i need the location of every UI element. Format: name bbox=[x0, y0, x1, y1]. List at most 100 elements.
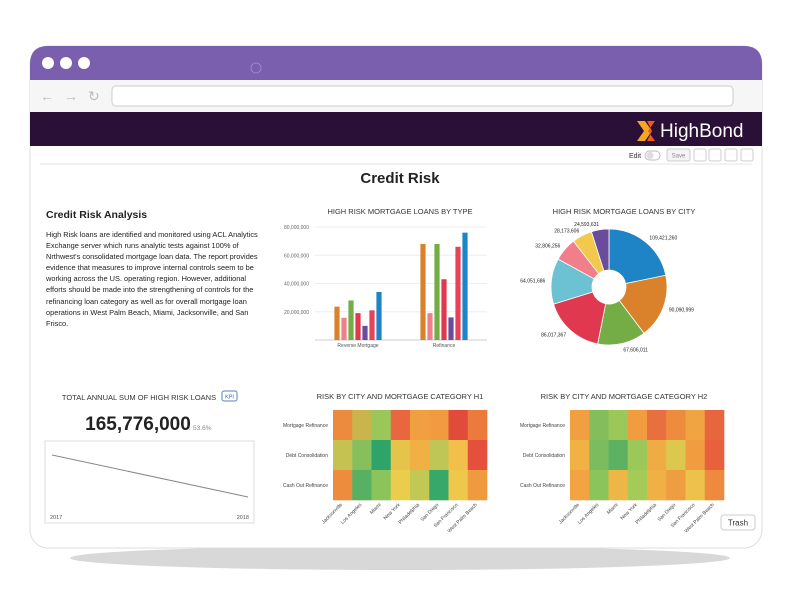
heat-cell bbox=[570, 410, 590, 441]
heat-cell bbox=[352, 470, 372, 501]
heat-cell bbox=[647, 440, 667, 471]
heat-cell bbox=[448, 470, 469, 501]
heat-cell bbox=[685, 410, 706, 441]
heat-cell bbox=[429, 410, 449, 441]
logo-mark bbox=[647, 121, 655, 141]
window-dot[interactable] bbox=[42, 57, 54, 69]
bar bbox=[362, 325, 368, 340]
save-button[interactable] bbox=[666, 148, 691, 162]
heat-cell bbox=[333, 410, 353, 441]
heat-cell bbox=[410, 470, 430, 501]
heat-cell bbox=[371, 410, 392, 441]
bar bbox=[420, 243, 426, 340]
window-dot[interactable] bbox=[78, 57, 90, 69]
back-button[interactable]: ← bbox=[40, 88, 54, 104]
heat-cell bbox=[467, 440, 488, 471]
shadow bbox=[70, 546, 730, 570]
analysis-body: High Risk loans are identified and monit… bbox=[46, 230, 258, 328]
edit-label: Edit bbox=[629, 153, 641, 160]
logo-mark bbox=[637, 121, 652, 141]
bar bbox=[348, 300, 354, 340]
heat-cell bbox=[704, 410, 725, 441]
bar bbox=[341, 317, 347, 340]
heat-cell bbox=[685, 470, 706, 501]
bar bbox=[434, 243, 440, 340]
kpi-badge bbox=[221, 390, 238, 402]
heat-cell bbox=[352, 410, 372, 441]
y-tick-label: Mortgage Refinance bbox=[283, 423, 328, 429]
filter-button[interactable] bbox=[740, 148, 754, 162]
heat-cell bbox=[666, 410, 686, 441]
bar bbox=[448, 317, 454, 340]
kpi-x-label: 2017 bbox=[50, 515, 62, 521]
bar bbox=[334, 306, 340, 340]
heat-cell bbox=[570, 440, 590, 471]
kpi-x-label: 2018 bbox=[237, 515, 249, 521]
bar bbox=[427, 313, 433, 340]
bar bbox=[455, 246, 461, 340]
heat-cell bbox=[647, 410, 667, 441]
logo[interactable]: HighBond bbox=[660, 121, 743, 142]
heat-cell bbox=[371, 470, 392, 501]
slice-label: 86,017,367 bbox=[541, 333, 566, 339]
forward-button[interactable]: → bbox=[64, 88, 78, 104]
y-tick-label: Debt Consolidation bbox=[523, 453, 565, 459]
heat-cell bbox=[352, 440, 372, 471]
kpi-value: 165,776,000 bbox=[85, 414, 191, 435]
heat-cell bbox=[390, 410, 411, 441]
window-dot[interactable] bbox=[60, 57, 72, 69]
heat-cell bbox=[647, 470, 667, 501]
chart-title: RISK BY CITY AND MORTGAGE CATEGORY H2 bbox=[541, 392, 708, 401]
kpi-badge-label: KPI bbox=[225, 395, 234, 401]
kpi-trend-line bbox=[51, 454, 249, 498]
bar bbox=[462, 232, 468, 340]
trash-button[interactable] bbox=[720, 514, 756, 531]
slice-label: 67,606,011 bbox=[623, 347, 648, 353]
heat-cell bbox=[627, 410, 648, 441]
heat-cell bbox=[333, 440, 353, 471]
heat-cell bbox=[627, 470, 648, 501]
heat-cell bbox=[448, 410, 469, 441]
pie-slice bbox=[590, 228, 610, 272]
reload-button[interactable]: ↻ bbox=[88, 88, 100, 104]
heat-cell bbox=[704, 470, 725, 501]
x-tick-label: Refinance bbox=[433, 343, 456, 349]
share-button[interactable] bbox=[724, 148, 738, 162]
slice-label: 24,593,631 bbox=[574, 222, 599, 228]
y-tick-label: 80,000,000 bbox=[284, 225, 309, 231]
heat-cell bbox=[666, 440, 686, 471]
slice-label: 90,090,999 bbox=[669, 308, 694, 314]
kpi-chart bbox=[44, 440, 255, 524]
bar bbox=[355, 313, 361, 340]
slice-label: 109,421,260 bbox=[649, 235, 677, 241]
heat-cell bbox=[390, 440, 411, 471]
kpi-title: TOTAL ANNUAL SUM OF HIGH RISK LOANS bbox=[62, 393, 216, 402]
tab-icon bbox=[250, 62, 262, 74]
heat-cell bbox=[589, 410, 609, 441]
slice-label: 64,051,686 bbox=[520, 279, 545, 285]
delete-button[interactable] bbox=[708, 148, 722, 162]
pie-slice bbox=[608, 228, 667, 285]
pie-slice bbox=[618, 274, 668, 334]
heat-cell bbox=[390, 470, 411, 501]
heat-cell bbox=[627, 440, 648, 471]
heat-cell bbox=[410, 410, 430, 441]
y-tick-label: Debt Consolidation bbox=[286, 453, 328, 459]
chart-title: HIGH RISK MORTGAGE LOANS BY TYPE bbox=[327, 207, 472, 216]
address-bar[interactable] bbox=[111, 85, 734, 107]
heat-cell bbox=[467, 410, 488, 441]
toggle-knob bbox=[646, 152, 654, 159]
heat-cell bbox=[608, 410, 629, 441]
analysis-title: Credit Risk Analysis bbox=[46, 209, 147, 221]
kpi-change: ↓ 53.6% bbox=[188, 425, 212, 432]
bar bbox=[441, 279, 447, 340]
y-tick-label: 40,000,000 bbox=[284, 282, 309, 288]
bar bbox=[376, 291, 382, 340]
heat-cell bbox=[608, 470, 629, 501]
trash-label: Trash bbox=[728, 519, 748, 528]
y-tick-label: Cash Out Refinance bbox=[520, 483, 565, 489]
heat-cell bbox=[589, 440, 609, 471]
present-button[interactable] bbox=[693, 148, 707, 162]
